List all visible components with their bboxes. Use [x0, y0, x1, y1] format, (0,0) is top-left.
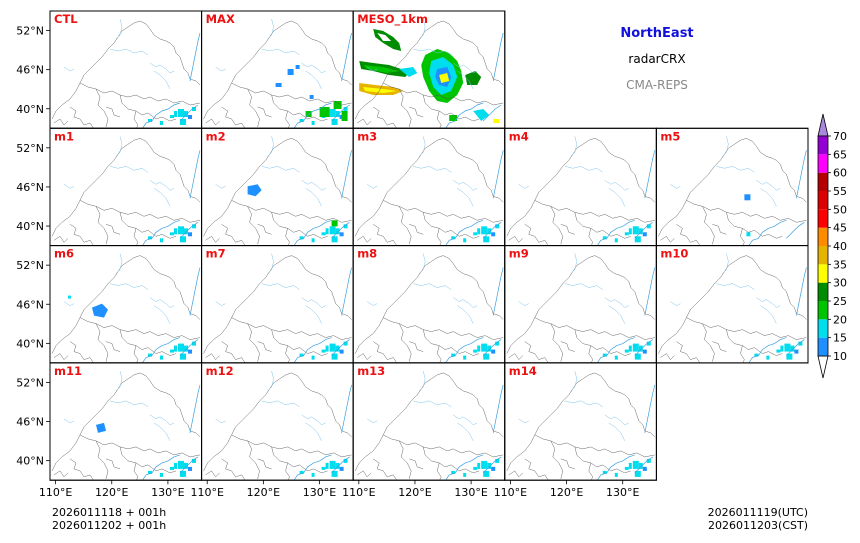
colorbar-level-label: 65 — [833, 148, 847, 161]
map-panel-m14: m14 — [504, 362, 657, 481]
lat-tick-label: 46°N — [16, 64, 44, 77]
map-axes: 52°N 46°N 40°N 52°N 46°N 40°N 52°N 46°N 40°N 52°N… — [16, 25, 639, 500]
lat-tick-label: 40°N — [16, 220, 44, 233]
lon-tick-label: 120°E — [95, 486, 128, 499]
colorbar-swatch — [818, 301, 828, 320]
lon-tick-label: 120°E — [247, 486, 280, 499]
colorbar-over-arrow — [817, 113, 829, 137]
colorbar-swatch — [818, 191, 828, 210]
lon-tick-label: 110°E — [342, 486, 375, 499]
colorbar-swatch — [818, 209, 828, 228]
reflectivity-colorbar: 10 15 20 25 30 35 40 45 50 55 60 65 70 — [817, 113, 847, 379]
map-panel-m13: m13 — [352, 362, 506, 481]
panel-label: m2 — [206, 129, 226, 143]
colorbar-level-label: 50 — [833, 203, 847, 216]
region-title: NorthEast — [620, 26, 693, 41]
lat-tick-label: 52°N — [16, 259, 44, 272]
map-panel-m6: m6 — [49, 245, 203, 364]
panel-label: m6 — [54, 247, 74, 261]
map-panel-max: MAX — [201, 10, 354, 129]
panel-label: m4 — [509, 129, 529, 143]
panel-label: m14 — [509, 364, 537, 378]
map-panel-m1: m1 — [49, 127, 203, 247]
lat-tick-label: 46°N — [16, 416, 44, 429]
panel-label: MESO_1km — [357, 12, 428, 27]
valid-time-cst: 2026011203(CST) — [708, 519, 808, 532]
map-panel-m11: m11 — [49, 362, 203, 481]
colorbar-swatch — [818, 337, 828, 356]
lat-tick-label: 52°N — [16, 142, 44, 155]
colorbar-swatch — [818, 319, 828, 338]
panel-label: CTL — [54, 12, 78, 26]
map-panel-m10: m10 — [655, 245, 809, 364]
map-panel-m12: m12 — [201, 362, 354, 481]
colorbar-level-label: 70 — [833, 130, 847, 143]
lon-tick-label: 130°E — [303, 486, 336, 499]
panel-label: m12 — [206, 364, 234, 378]
map-panel-m3: m3 — [352, 127, 506, 247]
panel-label: MAX — [206, 12, 235, 26]
lon-tick-label: 130°E — [151, 486, 184, 499]
lon-tick-label: 120°E — [550, 486, 583, 499]
variable-label: radarCRX — [628, 52, 685, 66]
lon-tick-label: 110°E — [39, 486, 72, 499]
panel-label: m3 — [357, 129, 377, 143]
colorbar-level-label: 30 — [833, 277, 847, 290]
lon-tick-label: 110°E — [494, 486, 527, 499]
colorbar-level-label: 40 — [833, 240, 847, 253]
panel-label: m7 — [206, 247, 226, 261]
lon-tick-label: 130°E — [606, 486, 639, 499]
map-panel-m2: m2 — [201, 127, 354, 247]
lat-tick-label: 46°N — [16, 181, 44, 194]
init-time-cst: 2026011202 + 001h — [52, 519, 166, 532]
colorbar-level-label: 10 — [833, 350, 847, 363]
lat-tick-label: 40°N — [16, 337, 44, 350]
panel-label: m1 — [54, 129, 74, 143]
panel-label: m5 — [660, 129, 680, 143]
colorbar-level-label: 20 — [833, 313, 847, 326]
map-panel-ctl: CTL — [49, 10, 203, 129]
map-panel-m8: m8 — [352, 245, 506, 364]
colorbar-level-label: 15 — [833, 332, 847, 345]
panel-label: m11 — [54, 364, 82, 378]
colorbar-swatch — [818, 136, 828, 155]
panel-label: m10 — [660, 247, 688, 261]
colorbar-level-label: 55 — [833, 185, 847, 198]
panel-label: m9 — [509, 247, 529, 261]
colorbar-level-label: 45 — [833, 222, 847, 235]
colorbar-swatch — [818, 264, 828, 283]
lon-tick-label: 120°E — [398, 486, 431, 499]
lat-tick-label: 40°N — [16, 103, 44, 116]
colorbar-swatch — [818, 246, 828, 265]
colorbar-level-label: 60 — [833, 167, 847, 180]
map-panel-m5: m5 — [655, 127, 809, 247]
model-label: CMA-REPS — [626, 78, 688, 92]
init-time-utc: 2026011118 + 001h — [52, 506, 166, 519]
valid-time-utc: 2026011119(UTC) — [708, 506, 808, 519]
map-panel-m9: m9 — [504, 245, 657, 364]
colorbar-swatch — [818, 227, 828, 246]
map-panel-meso-1km: MESO_1km — [352, 10, 506, 129]
lat-tick-label: 52°N — [16, 25, 44, 38]
colorbar-under-arrow — [817, 355, 829, 379]
map-panel-m4: m4 — [504, 127, 657, 247]
colorbar-swatch — [818, 282, 828, 301]
colorbar-level-label: 25 — [833, 295, 847, 308]
panel-label: m13 — [357, 364, 385, 378]
lat-tick-label: 46°N — [16, 298, 44, 311]
lon-tick-label: 130°E — [454, 486, 487, 499]
colorbar-level-label: 35 — [833, 258, 847, 271]
lat-tick-label: 40°N — [16, 455, 44, 468]
lon-tick-label: 110°E — [190, 486, 223, 499]
lat-tick-label: 52°N — [16, 376, 44, 389]
colorbar-swatch — [818, 154, 828, 173]
panel-label: m8 — [357, 247, 377, 261]
panel-grid: CTL MAX MESO_1km m1 m2 m3 m4 m5 m6 m7 m8 m9 m10 m11 m1… — [49, 10, 809, 481]
map-panel-m7: m7 — [201, 245, 354, 364]
colorbar-swatch — [818, 172, 828, 191]
